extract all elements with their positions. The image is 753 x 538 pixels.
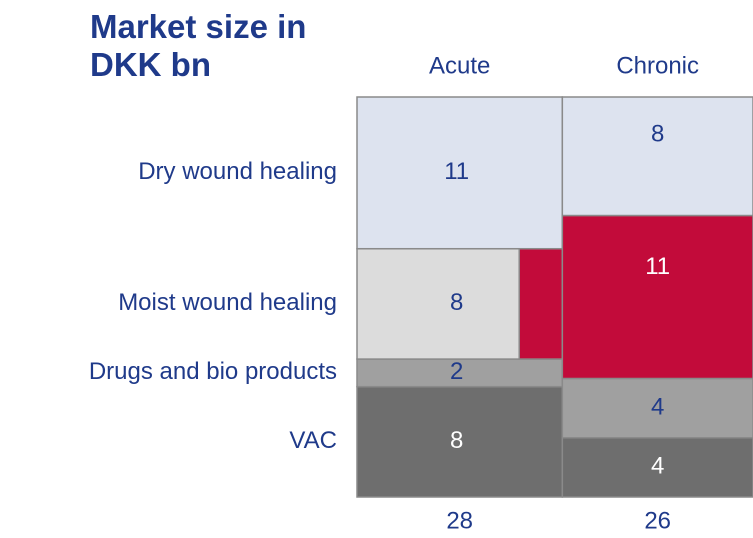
data-label: 4 xyxy=(651,453,664,480)
row-label: VAC xyxy=(289,427,337,454)
segment xyxy=(561,436,753,498)
data-label: 11 xyxy=(645,253,670,280)
row-label: Moist wound healing xyxy=(118,289,337,316)
segment xyxy=(561,214,753,380)
column-header: Acute xyxy=(429,52,490,79)
data-label: 2 xyxy=(450,358,463,385)
data-label: 11 xyxy=(444,158,469,185)
segment xyxy=(561,96,753,217)
segment xyxy=(561,377,753,439)
row-label: Drugs and bio products xyxy=(89,358,337,385)
highlight-sliver xyxy=(518,247,564,360)
segment xyxy=(356,96,564,250)
column-total: 28 xyxy=(446,507,473,534)
column-header: Chronic xyxy=(616,52,699,79)
chart-title: Market size in DKK bn xyxy=(90,8,307,83)
data-label: 8 xyxy=(450,427,463,454)
data-label: 4 xyxy=(651,393,664,420)
data-label: 8 xyxy=(651,120,664,147)
data-label: 8 xyxy=(450,289,463,316)
column-total: 26 xyxy=(644,507,671,534)
row-label: Dry wound healing xyxy=(138,158,337,185)
segment xyxy=(356,385,564,498)
